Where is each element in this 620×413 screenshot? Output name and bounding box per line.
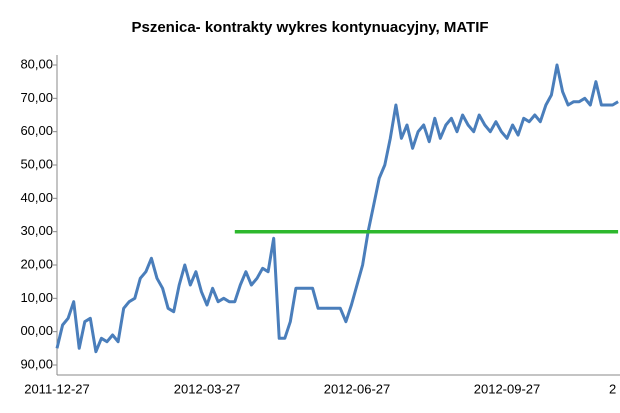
x-tick-label: 2012-09-27 (474, 381, 541, 396)
y-tick-label: 20,00 (20, 256, 53, 271)
chart-title: Pszenica- kontrakty wykres kontynuacyjny… (131, 19, 488, 36)
y-tick-label: 40,00 (20, 190, 53, 205)
y-tick-label: 70,00 (20, 90, 53, 105)
y-tick-label: 90,00 (20, 356, 53, 371)
x-tick-label: 2012-06-27 (324, 381, 391, 396)
y-tick-label: 10,00 (20, 290, 53, 305)
x-tick-label: 2011-12-27 (24, 381, 90, 396)
x-tick-label: 2 (609, 381, 616, 396)
y-tick-label: 00,00 (20, 323, 53, 338)
series-line (55, 63, 619, 354)
y-tick-label: 30,00 (20, 223, 53, 238)
y-tick-label: 50,00 (20, 156, 53, 171)
x-tick-label: 2012-03-27 (174, 381, 241, 396)
y-tick-label: 80,00 (20, 56, 53, 71)
y-tick-label: 60,00 (20, 123, 53, 138)
